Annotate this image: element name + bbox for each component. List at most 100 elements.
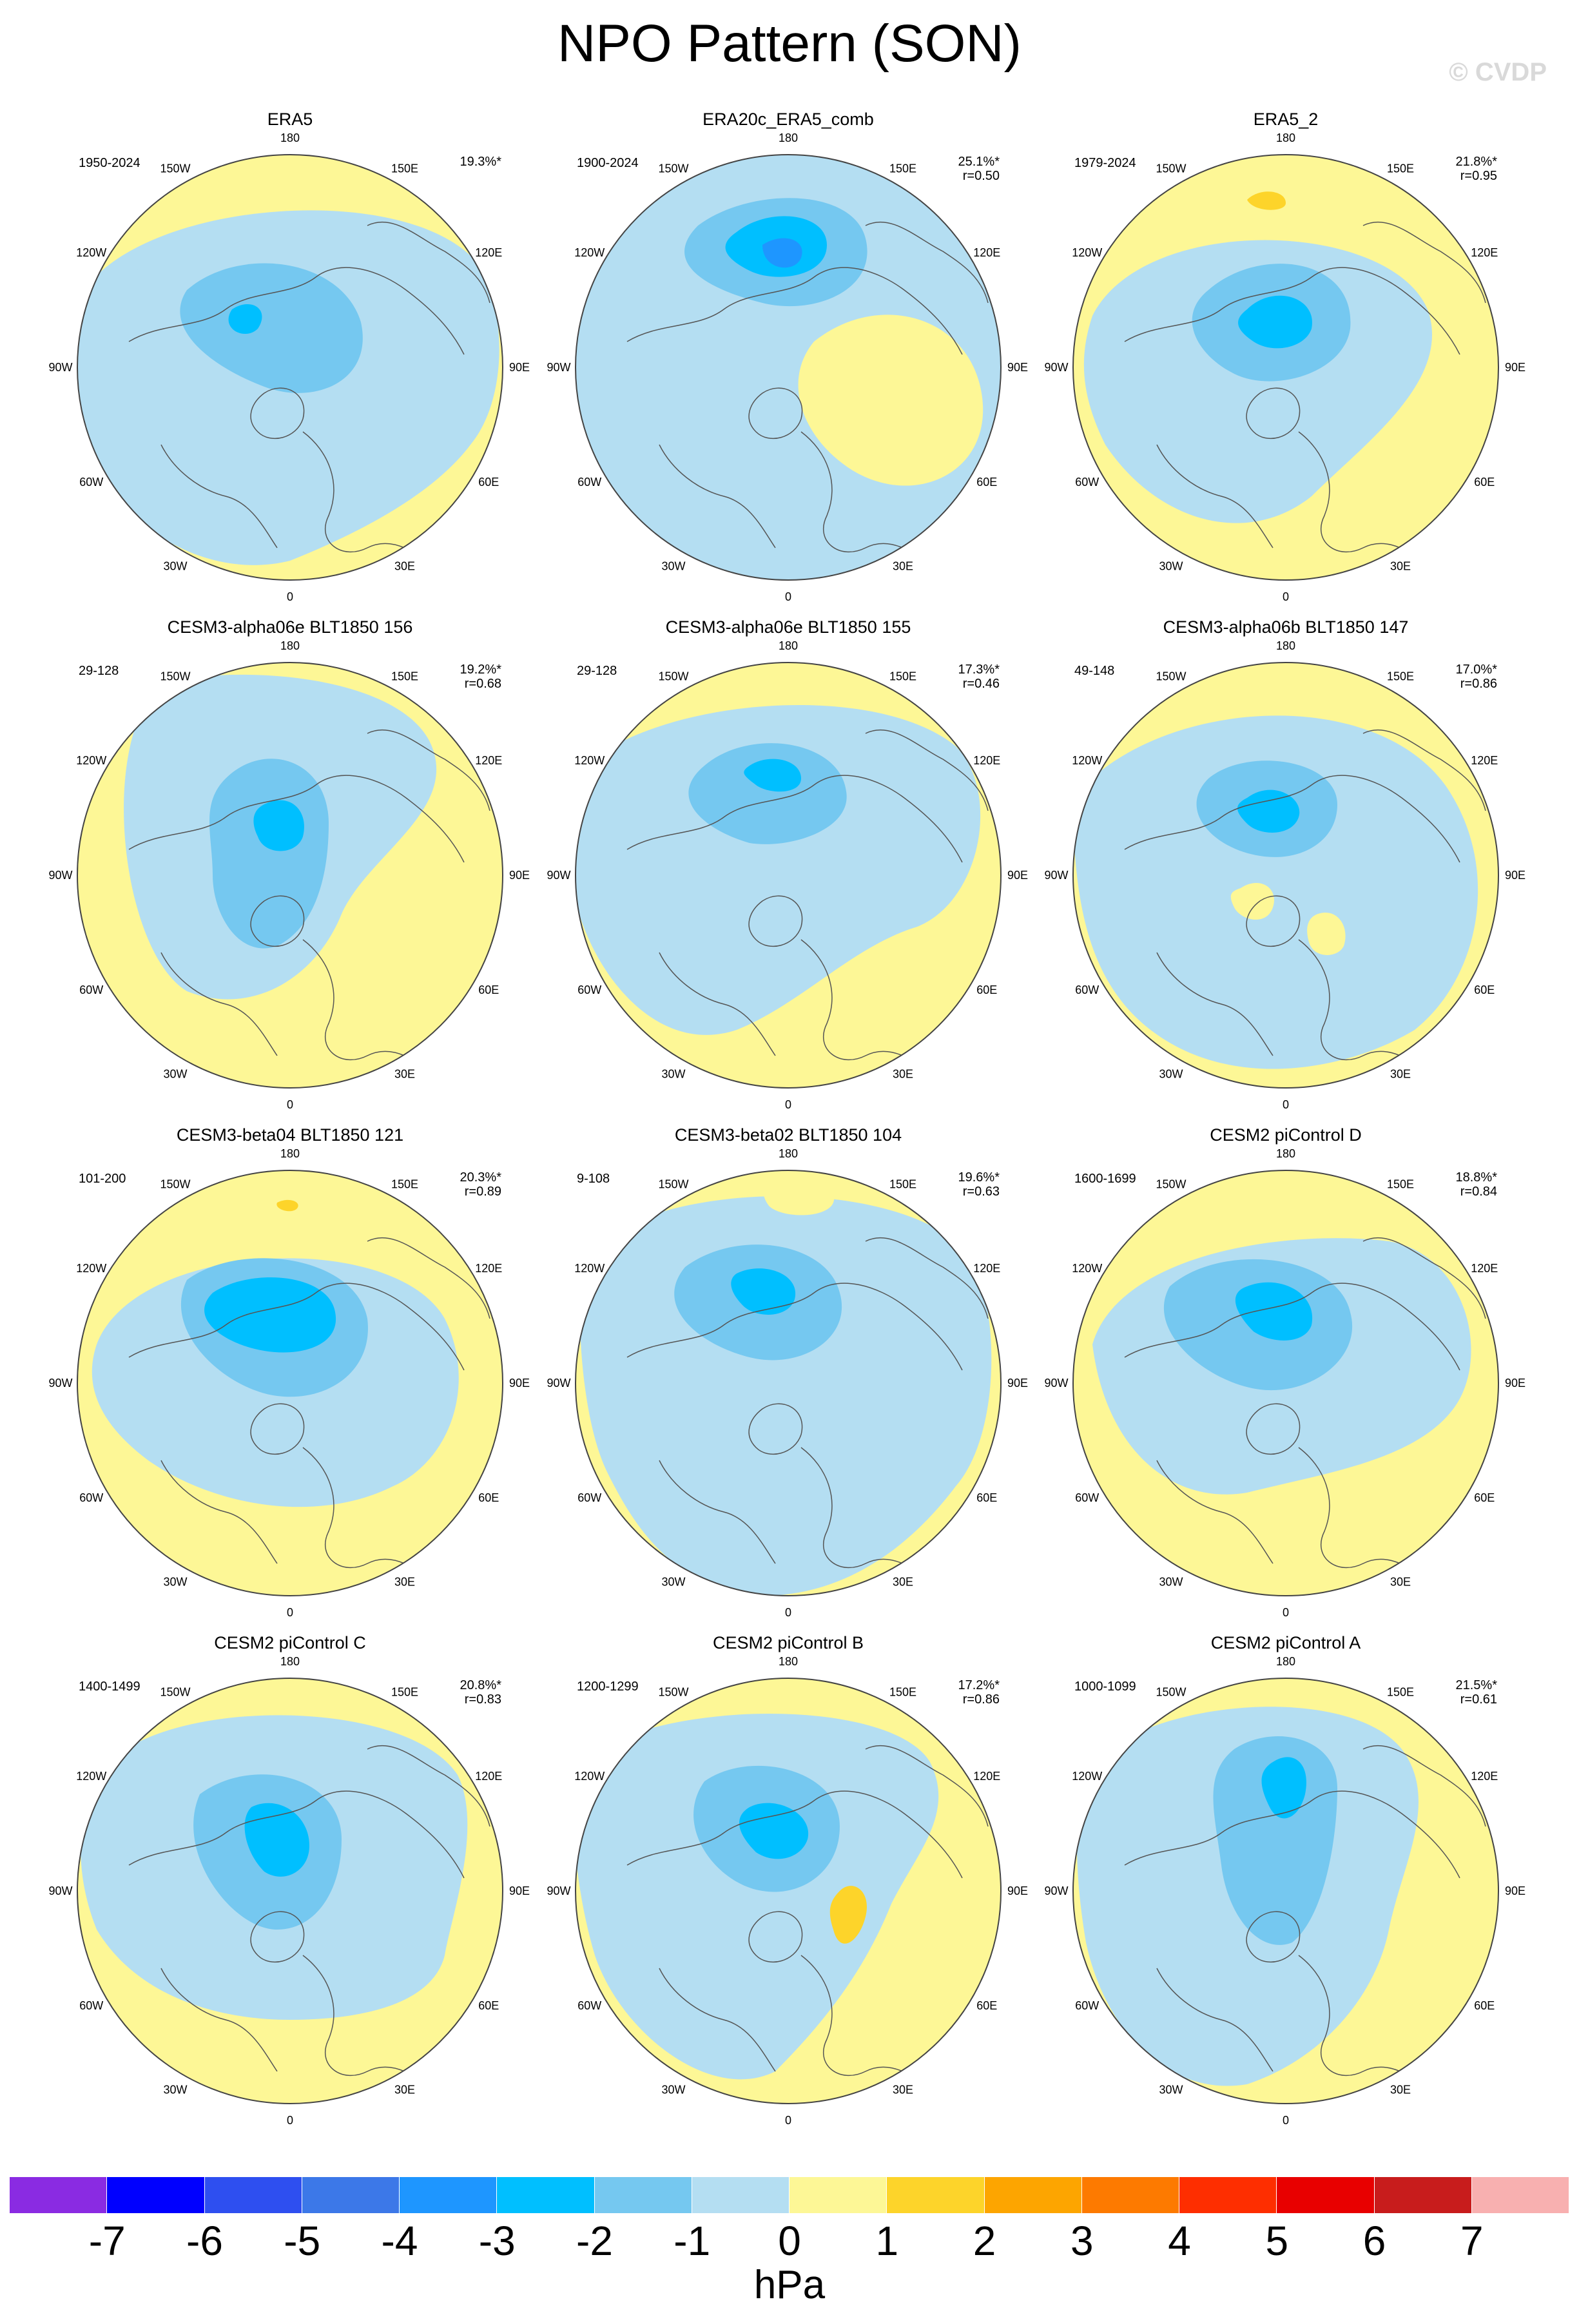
colorbar-unit-label: hPa: [753, 2263, 826, 2307]
panel-title: ERA5: [267, 110, 313, 129]
polar-map: 180 150E 120E 90E 60E 30E 0 30W 60W 90W 120W 150W: [48, 1147, 530, 1619]
longitude-label: 30E: [394, 1067, 415, 1080]
longitude-label: 0: [1283, 590, 1289, 603]
map-panel: 180 150E 120E 90E 60E 30E 0 30W 60W 90W 120W 150W ER…: [530, 110, 1046, 619]
polar-map: 180 150E 120E 90E 60E 30E 0 30W 60W 90W 120W 150W: [1044, 131, 1526, 603]
longitude-label: 150W: [160, 1178, 190, 1191]
panel-variance-stats: 21.8%* r=0.95: [1456, 155, 1498, 183]
anomaly-contour-fill: [228, 304, 262, 334]
map-panel: 180 150E 120E 90E 60E 30E 0 30W 60W 90W 120W 150W ER…: [1028, 110, 1544, 619]
longitude-label: 120W: [574, 1770, 605, 1783]
polar-map: 180 150E 120E 90E 60E 30E 0 30W 60W 90W 120W 150W: [547, 1147, 1028, 1619]
panel-pct-explained: 17.2%*: [958, 1678, 1000, 1692]
map-boundary-circle: [77, 1170, 503, 1596]
coastline: [1246, 1403, 1301, 1455]
coastline: [1362, 1745, 1486, 1827]
anomaly-contour-fill: [762, 238, 802, 268]
colorbar-swatch: [887, 2177, 985, 2213]
longitude-label: 90W: [48, 1884, 72, 1897]
longitude-label: 180: [779, 131, 798, 144]
anomaly-contour-fill: [180, 263, 363, 393]
coastline: [160, 952, 278, 1056]
longitude-label: 150W: [1156, 162, 1186, 175]
longitude-label: 0: [287, 590, 293, 603]
anomaly-contour-fill: [1238, 295, 1312, 349]
longitude-label: 60E: [976, 1491, 997, 1504]
coastline: [748, 1403, 803, 1455]
longitude-label: 30E: [1390, 559, 1411, 572]
panel-pct-explained: 21.8%*: [1455, 155, 1498, 169]
panel-title: ERA5_2: [1253, 110, 1319, 129]
panel-variance-stats: 17.3%* r=0.46: [958, 663, 1000, 691]
polar-map: 180 150E 120E 90E 60E 30E 0 30W 60W 90W 120W 150W: [547, 1655, 1028, 2127]
colorbar-tick: -1: [673, 2218, 711, 2264]
panel-pattern-correlation: r=0.50: [962, 169, 1000, 183]
longitude-label: 30W: [661, 2083, 685, 2096]
longitude-label: 120W: [1072, 1262, 1102, 1275]
longitude-label: 90E: [1007, 1377, 1028, 1390]
figure-title: NPO Pattern (SON): [557, 14, 1022, 73]
longitude-label: 0: [1283, 1606, 1289, 1619]
polar-map: 180 150E 120E 90E 60E 30E 0 30W 60W 90W 120W 150W: [48, 639, 530, 1111]
longitude-label: 150E: [391, 162, 418, 175]
longitude-label: 90W: [547, 869, 570, 882]
map-panel: 180 150E 120E 90E 60E 30E 0 30W 60W 90W 120W 150W CE…: [530, 1125, 1046, 1634]
longitude-label: 150W: [658, 1178, 688, 1191]
longitude-label: 120W: [76, 754, 106, 767]
longitude-label: 30W: [1159, 2083, 1183, 2096]
longitude-label: 180: [779, 639, 798, 652]
longitude-label: 60E: [478, 476, 499, 489]
panel-pattern-correlation: r=0.86: [962, 1692, 1000, 1707]
panel-title: CESM3-alpha06b BLT1850 147: [1163, 617, 1409, 637]
longitude-label: 90W: [547, 1377, 570, 1390]
colorbar-swatch: [1081, 2177, 1179, 2213]
longitude-label: 60W: [79, 476, 103, 489]
anomaly-contour-fill: [1247, 191, 1286, 210]
colorbar-swatch: [497, 2177, 595, 2213]
longitude-label: 150W: [1156, 670, 1186, 683]
map-boundary-circle: [575, 1170, 1002, 1596]
longitude-label: 180: [1276, 639, 1295, 652]
longitude-label: 30E: [1390, 2083, 1411, 2096]
panel-title: CESM3-beta04 BLT1850 121: [176, 1125, 404, 1145]
coastline: [160, 1968, 278, 2072]
longitude-label: 180: [1276, 1147, 1295, 1160]
anomaly-contour-fill: [1213, 1736, 1337, 1945]
panel-variance-stats: 19.3%*: [460, 155, 502, 169]
coastline: [865, 729, 989, 811]
panel-variance-stats: 18.8%* r=0.84: [1456, 1170, 1498, 1199]
map-boundary-circle: [1072, 662, 1499, 1089]
longitude-label: 60W: [1075, 476, 1099, 489]
longitude-label: 30W: [163, 1575, 187, 1588]
panel-title: CESM2 piControl C: [214, 1633, 366, 1652]
panel-period: 29-128: [79, 664, 119, 678]
map-boundary-circle: [575, 662, 1002, 1089]
longitude-label: 120W: [1072, 1770, 1102, 1783]
longitude-label: 120E: [1471, 246, 1498, 259]
colorbar-swatch: [1277, 2177, 1375, 2213]
panel-title: CESM2 piControl B: [712, 1633, 864, 1652]
colorbar-tick: -2: [576, 2218, 613, 2264]
longitude-label: 0: [287, 2114, 293, 2127]
panel-pct-explained: 18.8%*: [1455, 1170, 1498, 1185]
colorbar-tick: 1: [875, 2218, 899, 2264]
longitude-label: 60E: [976, 983, 997, 996]
panel-title: CESM2 piControl A: [1210, 1633, 1361, 1652]
panel-title: CESM3-alpha06e BLT1850 155: [665, 617, 911, 637]
coastline: [626, 1283, 963, 1371]
coastline: [1246, 387, 1301, 440]
panel-pct-explained: 21.5%*: [1455, 1678, 1498, 1692]
panel-period: 1979-2024: [1074, 156, 1136, 170]
anomaly-contour-fill: [1073, 715, 1478, 1069]
longitude-label: 30W: [163, 559, 187, 572]
colorbar-tick: -4: [381, 2218, 418, 2264]
longitude-label: 0: [785, 1098, 791, 1111]
panel-title: ERA20c_ERA5_comb: [702, 110, 874, 129]
panel-pct-explained: 20.3%*: [460, 1170, 502, 1185]
longitude-label: 150E: [391, 670, 418, 683]
colorbar-tick: 4: [1168, 2218, 1191, 2264]
longitude-label: 30E: [893, 2083, 913, 2096]
longitude-label: 90E: [1007, 1884, 1028, 1897]
panel-title: CESM2 piControl D: [1210, 1125, 1362, 1145]
map-boundary-circle: [77, 662, 503, 1089]
